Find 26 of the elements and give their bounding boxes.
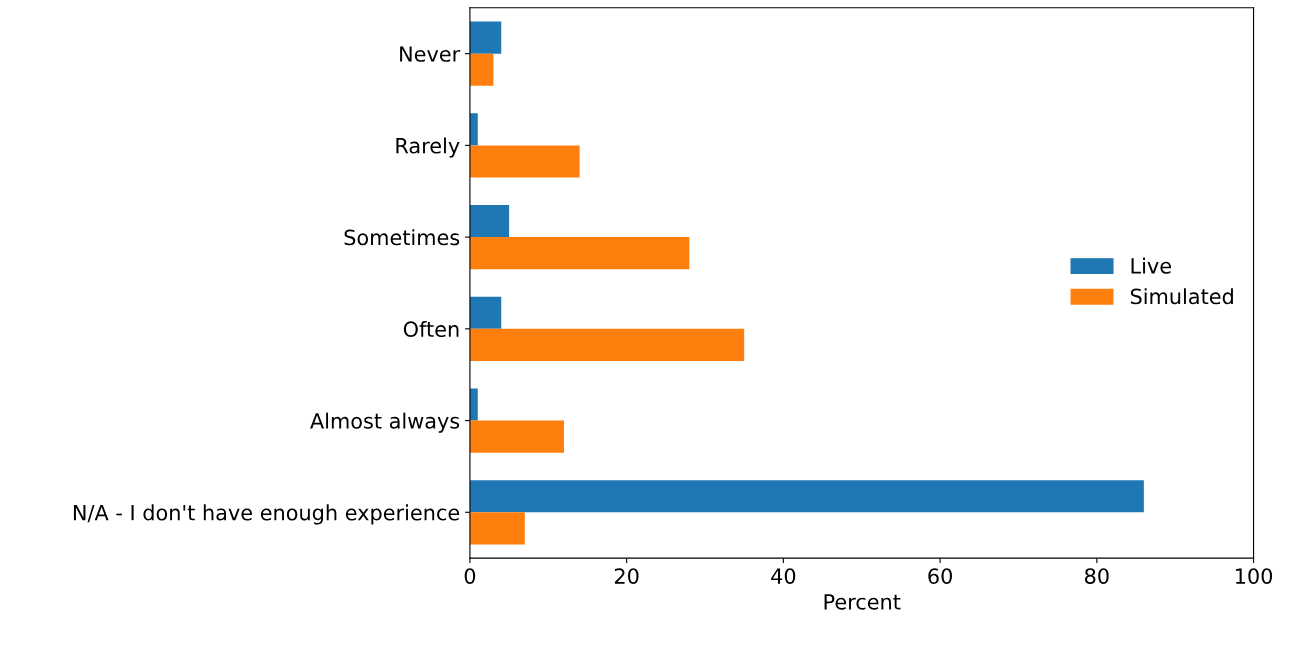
y-tick-label: Rarely xyxy=(396,137,460,158)
x-axis-title: Percent xyxy=(824,594,901,610)
x-tick-label: 60 xyxy=(928,568,952,584)
bar xyxy=(469,480,1144,513)
bar xyxy=(469,388,478,421)
legend-label: Live xyxy=(1131,257,1171,274)
y-tick-label: Never xyxy=(400,46,461,62)
bar xyxy=(469,420,564,453)
y-tick-label: Often xyxy=(403,320,459,338)
x-tick-label: 80 xyxy=(1084,568,1109,584)
x-tick-label: 40 xyxy=(771,568,796,584)
bar xyxy=(469,205,510,238)
bar xyxy=(469,53,494,86)
y-tick-label: N/A - I don't have enough experience xyxy=(73,504,460,525)
bar xyxy=(469,21,502,54)
bar xyxy=(469,328,745,361)
x-tick-label: 20 xyxy=(614,568,639,584)
bar xyxy=(469,145,580,178)
bar xyxy=(469,237,690,270)
legend-label: Simulated xyxy=(1130,288,1233,305)
bar xyxy=(469,512,525,545)
y-tick-label: Almost always xyxy=(310,412,460,433)
bar xyxy=(469,296,502,329)
x-tick-label: 100 xyxy=(1235,568,1273,584)
x-tick-label: 0 xyxy=(464,568,476,584)
y-tick-label: Sometimes xyxy=(344,229,460,246)
